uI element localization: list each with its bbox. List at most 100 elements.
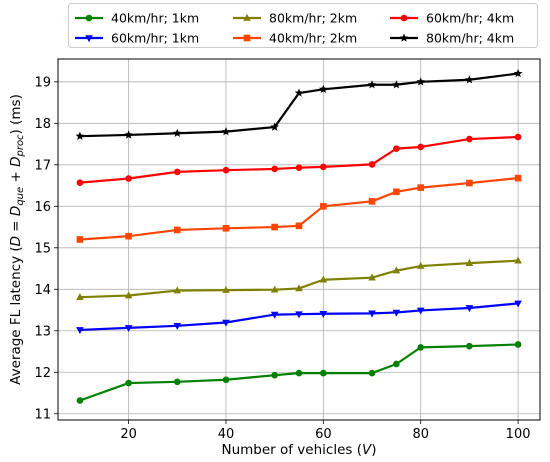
y-tick-label: 11: [34, 407, 51, 422]
y-tick-label: 16: [34, 200, 51, 215]
data-point: [124, 291, 133, 299]
data-point: [271, 165, 278, 173]
data-point: [125, 175, 132, 182]
x-axis-label-part: V: [362, 442, 373, 458]
data-point: [173, 128, 182, 137]
series-group: [75, 69, 523, 404]
data-point: [222, 224, 230, 232]
y-tick-label: 17: [34, 158, 51, 173]
data-point: [173, 323, 182, 330]
legend-item: 60km/hr; 1km: [75, 31, 199, 46]
data-point: [295, 369, 303, 377]
data-point: [294, 88, 304, 97]
legend-label: 80km/hr; 4km: [426, 31, 514, 46]
y-axis-label-part: que: [15, 187, 26, 206]
legend-marker: [85, 14, 93, 22]
data-point: [417, 184, 425, 191]
x-tick-label: 20: [120, 427, 137, 442]
data-point: [319, 310, 328, 318]
y-tick-label: 18: [34, 117, 51, 132]
data-point: [222, 166, 230, 174]
data-point: [75, 131, 85, 140]
legend-item: 80km/hr; 4km: [390, 31, 514, 46]
legend-item: 80km/hr; 2km: [233, 11, 357, 26]
data-point: [514, 341, 522, 348]
data-point: [392, 309, 401, 317]
legend-label: 40km/hr; 1km: [111, 11, 199, 26]
data-point: [368, 310, 376, 318]
data-point: [514, 174, 522, 182]
y-tick-label: 15: [34, 241, 51, 256]
x-axis-label-part: ): [371, 442, 376, 458]
data-point: [392, 266, 401, 274]
data-point: [222, 286, 230, 293]
data-point: [392, 80, 401, 89]
x-axis-label-part: Number of vehicles (: [221, 442, 362, 458]
data-point: [270, 311, 279, 319]
data-point: [465, 305, 474, 313]
data-point: [125, 232, 132, 240]
data-point: [416, 261, 425, 269]
legend-item: 40km/hr; 1km: [75, 11, 199, 26]
data-point: [76, 179, 84, 186]
y-tick-label: 12: [34, 366, 51, 381]
series-5: [75, 69, 523, 140]
data-point: [173, 378, 181, 386]
series-2: [76, 256, 522, 300]
data-point: [367, 80, 377, 89]
series-line: [79, 259, 519, 299]
y-axis-label-part: =: [8, 216, 24, 236]
y-tick-label: 14: [34, 283, 51, 298]
data-point: [368, 198, 376, 205]
data-point: [393, 145, 400, 152]
y-tick-label: 19: [34, 75, 51, 90]
data-point: [368, 273, 376, 281]
data-point: [465, 75, 474, 84]
data-point: [221, 127, 231, 136]
x-tick-label: 80: [412, 427, 429, 442]
y-axis-label-part: ) (ms): [8, 94, 24, 134]
series-line: [79, 176, 519, 241]
legend-item: 40km/hr; 2km: [233, 31, 357, 46]
data-point: [222, 376, 230, 384]
data-point: [124, 130, 133, 139]
data-point: [514, 133, 522, 141]
legend: 40km/hr; 1km 80km/hr; 2km 60km/hr; 4km 60km…: [68, 3, 538, 48]
data-point: [173, 286, 182, 294]
x-axis-label: Number of vehicles (V): [221, 442, 376, 458]
data-point: [320, 203, 327, 210]
data-point: [295, 164, 303, 172]
data-point: [417, 344, 425, 351]
data-point: [295, 222, 303, 230]
data-point: [393, 188, 400, 196]
data-point: [465, 259, 474, 266]
data-point: [124, 325, 133, 332]
data-point: [222, 319, 230, 327]
legend-marker: [400, 14, 408, 22]
series-line: [79, 343, 519, 402]
legend-box: [68, 3, 538, 48]
legend-marker: [243, 13, 251, 21]
data-point: [295, 284, 303, 292]
legend-marker: [243, 34, 251, 42]
data-point: [270, 122, 279, 131]
plot-area-frame: [57, 58, 541, 421]
x-tick-label: 60: [315, 427, 332, 442]
x-tick-label: 100: [506, 427, 531, 442]
data-point: [417, 143, 425, 151]
data-point: [125, 379, 132, 387]
series-line: [79, 302, 519, 332]
data-point: [416, 77, 425, 86]
data-point: [76, 236, 84, 243]
data-point: [513, 69, 523, 78]
legend-label: 60km/hr; 1km: [111, 31, 199, 46]
data-point: [514, 256, 522, 264]
series-line: [79, 72, 519, 138]
y-axis-label-part: proc: [15, 134, 26, 158]
y-tick-label: 13: [34, 324, 51, 339]
y-axis-label-part: +: [8, 167, 24, 187]
data-point: [319, 84, 328, 93]
data-point: [76, 293, 84, 300]
legend-label: 60km/hr; 4km: [426, 11, 514, 26]
data-point: [295, 311, 303, 319]
